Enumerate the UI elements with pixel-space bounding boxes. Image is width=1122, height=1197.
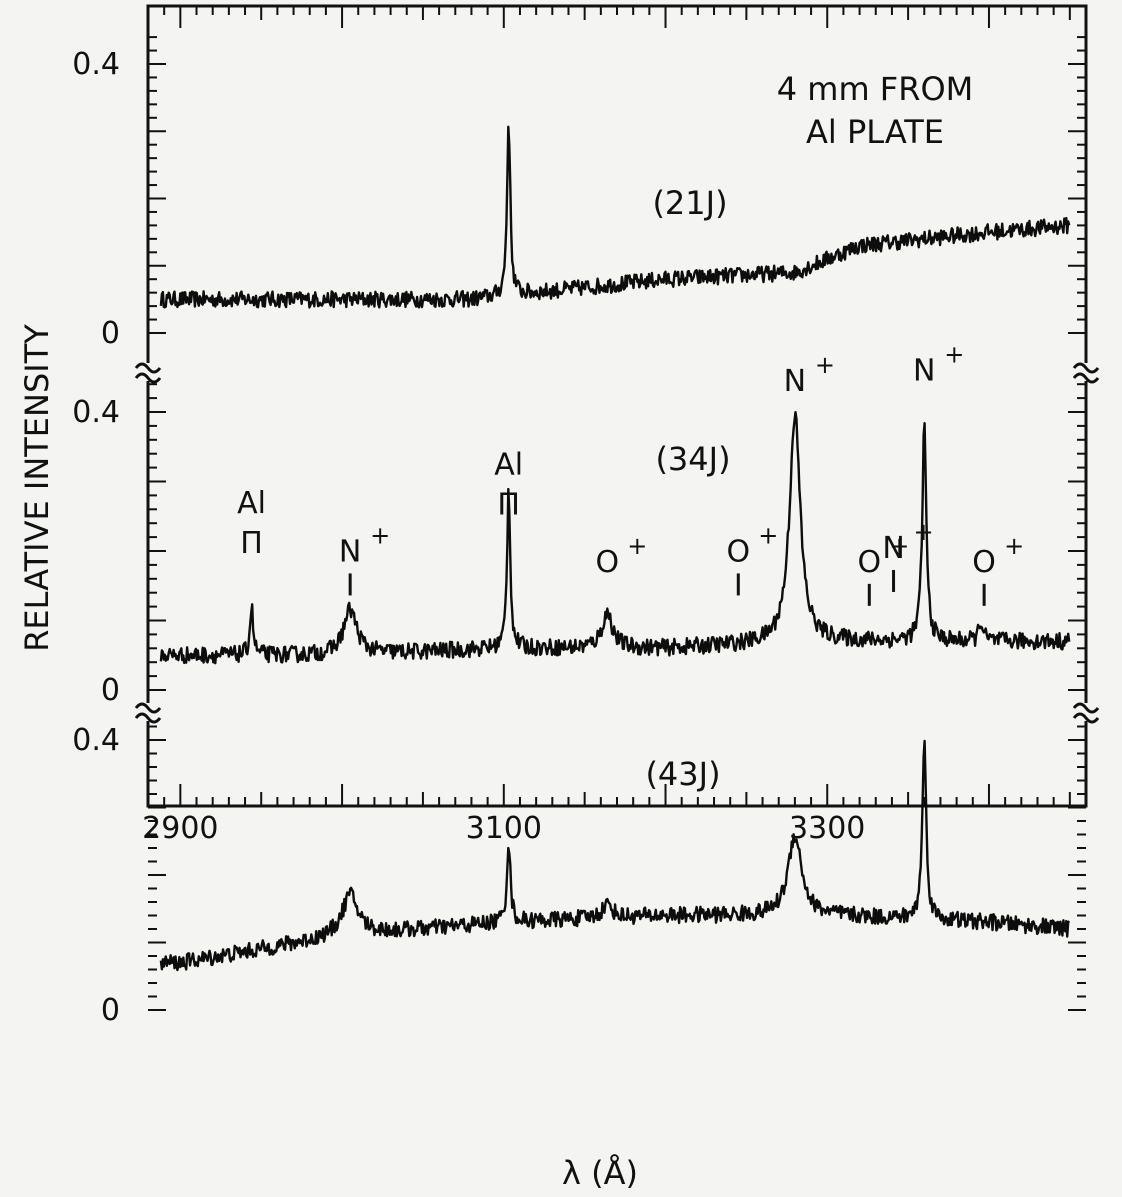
y-axis-title: RELATIVE INTENSITY [18,324,56,652]
x-axis-title: λ (Å) [562,1154,638,1192]
axis-break-mark [1072,362,1100,374]
line-label-charge: + [758,521,778,549]
spectrum-trace [159,411,1071,665]
line-label-charge: + [914,518,934,546]
line-label: O + [972,532,1024,606]
line-label-charge: + [815,351,835,379]
line-label: N + [913,341,964,389]
panel-label-43j: (43J) [645,755,720,793]
axis-break-gap [1076,703,1096,721]
line-label: N + [784,351,835,399]
line-label-ion: O [972,545,996,580]
axis-break-mark [1072,372,1100,384]
line-label-charge: + [889,532,909,560]
line-label-charge: + [944,341,964,369]
y-tick-label: 0 [101,316,120,351]
panel-label-21j: (21J) [652,184,727,222]
spectra-traces [159,125,1071,972]
axis-break-gap [138,363,158,381]
axis-break-mark [134,712,162,724]
axis-break-mark [1072,712,1100,724]
line-label-ion: O [857,545,881,580]
spectrum-trace [159,739,1071,972]
x-tick-label: 2900 [142,811,218,846]
annotation-line-2: Al PLATE [806,113,944,151]
axis-break-mark [134,372,162,384]
y-tick-label: 0 [101,993,120,1028]
line-label-charge: + [370,521,390,549]
line-label-marker: Π [497,488,520,523]
line-label: Al Π [494,448,523,523]
line-label-ion: N [882,531,904,566]
y-tick-label: 0 [101,673,120,708]
line-label-ion: O [726,534,750,569]
axis-break-mark [134,362,162,374]
x-tick-label: 3300 [789,811,865,846]
axis-break-gap [1076,363,1096,381]
line-label-ion: Al [237,486,266,521]
line-label: O + [857,532,909,606]
line-label-ion: N [784,364,806,399]
annotation-line-1: 4 mm FROM [777,70,973,108]
line-label: Al Π [237,486,266,561]
line-label: O + [726,521,778,596]
axis-break-mark [134,702,162,714]
line-label-ion: N [913,354,935,389]
y-tick-label: 0.4 [72,395,120,430]
y-tick-label: 0.4 [72,723,120,758]
y-tick-label: 0.4 [72,47,120,82]
axis-break-mark [1072,702,1100,714]
line-label: O + [595,532,647,580]
spectrum-trace [159,125,1071,309]
line-label-ion: Al [494,448,523,483]
plot-frame [146,4,1088,808]
panel-label-34j: (34J) [655,440,730,478]
line-label-charge: + [1004,532,1024,560]
axis-ticks: 2900 3100 3300 0 0.4 0 0.4 0 0.4 [72,6,1100,1028]
line-label: N + [339,521,390,596]
axis-break-gap [138,703,158,721]
line-label: N + [882,518,934,592]
line-label-charge: + [627,532,647,560]
line-label-marker: Π [240,526,263,561]
x-tick-label: 3100 [466,811,542,846]
line-label-ion: O [595,545,619,580]
line-label-ion: N [339,534,361,569]
